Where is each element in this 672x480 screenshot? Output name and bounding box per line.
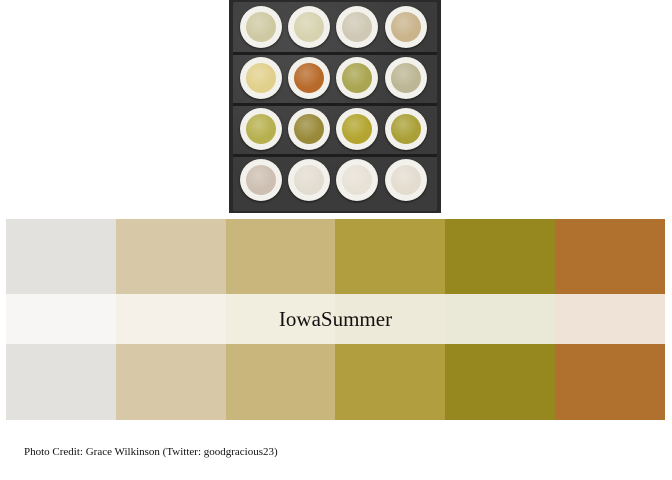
photo-credit: Photo Credit: Grace Wilkinson (Twitter: … — [24, 446, 278, 458]
sample-dish-content — [246, 114, 276, 144]
sample-dish-content — [294, 114, 324, 144]
sample-dish-content — [391, 63, 421, 93]
sample-dish — [240, 159, 282, 201]
sample-dish — [385, 108, 427, 150]
sample-dish-content — [246, 165, 276, 195]
sample-dish-content — [294, 12, 324, 42]
tray-rail — [233, 103, 437, 106]
sample-dish-content — [342, 114, 372, 144]
sample-dish — [288, 159, 330, 201]
sample-dish — [336, 57, 378, 99]
sample-dish — [336, 159, 378, 201]
sample-dish-content — [246, 63, 276, 93]
sample-dish — [240, 6, 282, 48]
palette-band-cell — [335, 294, 445, 344]
palette-title-band — [6, 294, 665, 344]
palette-band-cell — [116, 294, 226, 344]
sample-dish-content — [391, 165, 421, 195]
sample-tray — [233, 2, 437, 211]
palette-source-photo — [229, 0, 441, 213]
palette-band-cell — [445, 294, 555, 344]
palette-title: IowaSummer — [278, 307, 393, 331]
palette-band-cell — [226, 294, 335, 344]
palette-band-cell — [6, 294, 116, 344]
palette-band-cell — [555, 294, 665, 344]
tray-rail — [233, 154, 437, 157]
sample-dish-content — [294, 63, 324, 93]
sample-dish-content — [342, 63, 372, 93]
sample-dish-content — [294, 165, 324, 195]
sample-dish — [240, 57, 282, 99]
sample-dish — [385, 6, 427, 48]
sample-dish — [385, 57, 427, 99]
sample-dish — [288, 108, 330, 150]
sample-dish-content — [391, 114, 421, 144]
sample-dish — [288, 6, 330, 48]
sample-dish — [240, 108, 282, 150]
tray-rail — [233, 52, 437, 55]
sample-dish-content — [342, 12, 372, 42]
sample-dish — [288, 57, 330, 99]
sample-dish-content — [342, 165, 372, 195]
sample-dish-content — [246, 12, 276, 42]
sample-dish — [336, 6, 378, 48]
sample-dish — [336, 108, 378, 150]
sample-dish-content — [391, 12, 421, 42]
sample-dish — [385, 159, 427, 201]
